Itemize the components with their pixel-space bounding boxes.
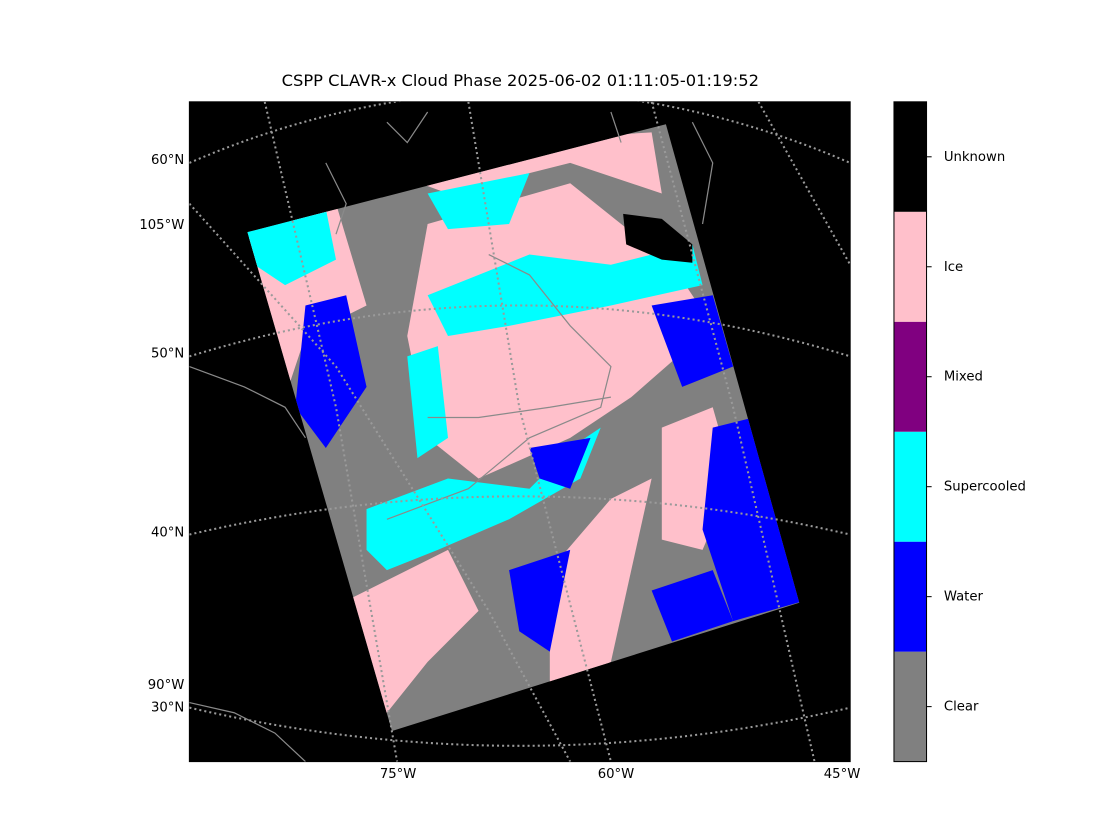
- cloud-region: [702, 417, 800, 622]
- lat-lon-label: 50°N: [151, 346, 184, 361]
- cloud-region: [247, 208, 336, 286]
- colorbar-label: Clear: [944, 700, 979, 715]
- colorbar-segment: [893, 211, 927, 322]
- colorbar-label: Ice: [944, 260, 963, 275]
- colorbar-label: Unknown: [944, 150, 1005, 165]
- colorbar-frame: [893, 101, 928, 763]
- cloud-region: [366, 427, 601, 571]
- cloud-region: [651, 570, 734, 642]
- colorbar-segment: [893, 101, 927, 212]
- cloud-region: [509, 549, 571, 652]
- title: CSPP CLAVR-x Cloud Phase 2025-06-02 01:1…: [282, 71, 759, 90]
- colorbar-label: Mixed: [944, 370, 983, 385]
- cloud-region: [427, 173, 530, 230]
- cloud-region: [346, 549, 479, 713]
- cloud-region: [623, 213, 693, 263]
- colorbar-segment: [893, 431, 927, 542]
- lon-label: 60°W: [598, 767, 635, 782]
- cloud-region: [529, 437, 591, 489]
- lat-lon-label: 40°N: [151, 526, 184, 541]
- colorbar-label: Water: [944, 590, 984, 605]
- colorbar-label: Supercooled: [944, 480, 1026, 495]
- lat-lon-label: 90°W: [148, 678, 185, 693]
- cloud-region: [427, 244, 703, 336]
- lat-lon-label: 105°W: [139, 218, 184, 233]
- lat-lon-label: 30°N: [151, 701, 184, 716]
- colorbar-segment: [893, 321, 927, 432]
- colorbar-segment: [893, 541, 927, 652]
- cloud-region: [549, 478, 652, 693]
- cloud-region: [407, 183, 713, 479]
- cloud-region: [407, 346, 448, 459]
- lon-label: 75°W: [380, 767, 417, 782]
- lon-label: 45°W: [824, 767, 861, 782]
- lat-lon-label: 60°N: [151, 153, 184, 168]
- colorbar: Clear Water Supercooled Mixed Ice Unknown: [893, 101, 1026, 763]
- cloud-region: [651, 295, 734, 387]
- cloud-region: [295, 295, 367, 448]
- colorbar-segment: [893, 651, 927, 762]
